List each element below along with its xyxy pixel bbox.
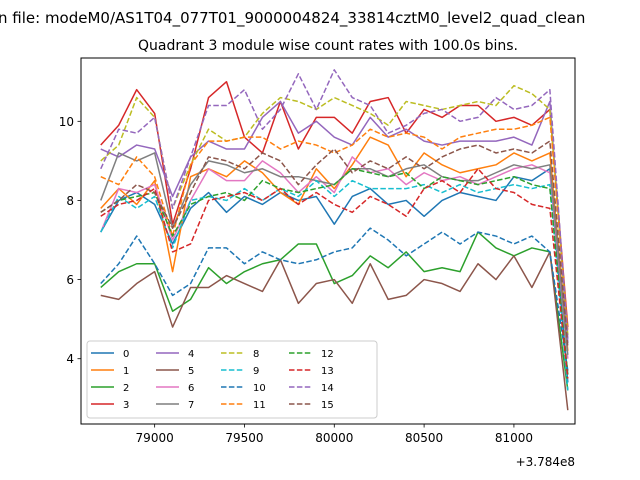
series-line-4 (100, 100, 569, 343)
legend-label-5: 5 (188, 366, 194, 377)
y-tick-label: 6 (66, 273, 74, 287)
axes-frame (80, 57, 576, 425)
legend-label-10: 10 (253, 383, 266, 394)
y-tick-label: 8 (66, 194, 74, 208)
legend-label-6: 6 (188, 383, 194, 394)
legend-label-8: 8 (253, 349, 259, 360)
x-axis-offset-label: +3.784e8 (516, 455, 575, 469)
series-line-2 (100, 231, 569, 391)
legend-label-12: 12 (321, 349, 334, 360)
chart-suptitle: n file: modeM0/AS1T04_077T01_9000004824_… (0, 9, 585, 28)
legend-label-3: 3 (123, 400, 129, 411)
series-line-6 (100, 156, 569, 359)
legend-label-9: 9 (253, 366, 259, 377)
legend-label-13: 13 (321, 366, 334, 377)
legend-label-1: 1 (123, 366, 129, 377)
series-line-3 (100, 80, 569, 328)
chart-title: Quadrant 3 module wise count rates with … (138, 38, 518, 54)
x-tick-label: 80500 (405, 431, 443, 445)
x-tick-label: 79500 (225, 431, 263, 445)
legend-label-14: 14 (321, 383, 334, 394)
series-line-1 (100, 136, 569, 351)
series-line-5 (100, 251, 569, 411)
legend-label-4: 4 (188, 349, 194, 360)
x-tick-label: 79000 (136, 431, 174, 445)
series-layer (100, 69, 569, 411)
series-line-9 (100, 179, 569, 391)
y-tick-label: 10 (59, 115, 74, 129)
series-line-13 (100, 168, 569, 379)
series-line-14 (100, 69, 569, 339)
legend-label-15: 15 (321, 400, 334, 411)
legend-label-11: 11 (253, 400, 266, 411)
legend-label-0: 0 (123, 349, 129, 360)
legend-frame (86, 340, 378, 419)
y-tick-label: 4 (66, 352, 74, 366)
series-line-8 (100, 84, 569, 336)
x-tick-label: 81000 (495, 431, 533, 445)
legend-label-2: 2 (123, 383, 129, 394)
series-line-7 (100, 152, 569, 355)
series-line-10 (100, 227, 569, 371)
legend-label-7: 7 (188, 400, 194, 411)
x-tick-label: 80000 (315, 431, 353, 445)
series-line-15 (100, 140, 569, 347)
